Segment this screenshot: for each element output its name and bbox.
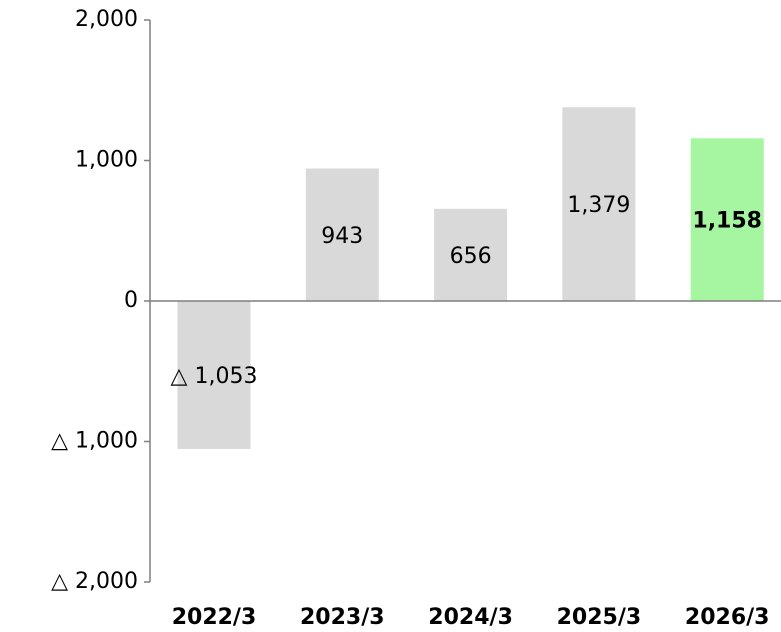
y-tick-label: △ 1,000 — [51, 429, 138, 454]
x-tick-label: 2025/3 — [557, 605, 642, 630]
bar — [305, 168, 379, 301]
y-tick-label: 1,000 — [75, 148, 138, 173]
y-tick-label: 2,000 — [75, 7, 138, 32]
value-label: 943 — [321, 224, 363, 249]
value-label: 1,379 — [567, 193, 630, 218]
value-label: 1,158 — [692, 209, 762, 234]
x-tick-label: 2023/3 — [300, 605, 385, 630]
bar — [562, 107, 636, 301]
bar — [177, 301, 251, 449]
x-tick-label: 2026/3 — [685, 605, 770, 630]
bar — [434, 208, 508, 301]
bar — [690, 138, 764, 301]
x-tick-label: 2024/3 — [428, 605, 513, 630]
value-label: △ 1,053 — [171, 364, 258, 389]
y-tick-label: 0 — [124, 288, 138, 313]
value-label: 656 — [450, 244, 492, 269]
x-tick-label: 2022/3 — [172, 605, 257, 630]
y-tick-label: △ 2,000 — [51, 569, 138, 594]
